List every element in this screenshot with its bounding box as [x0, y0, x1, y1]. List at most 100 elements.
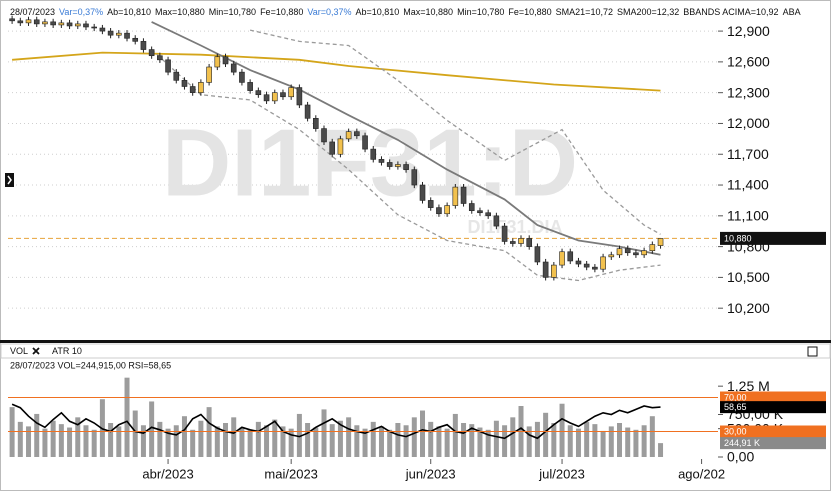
candle-body: [230, 63, 237, 73]
candle-body: [526, 238, 533, 247]
y-tick-label: 11,100: [727, 208, 769, 224]
candle-body: [9, 18, 15, 22]
volume-bar: [132, 410, 138, 457]
candle-body: [255, 90, 262, 96]
volume-bar: [510, 417, 516, 457]
level-label: 70,00: [724, 392, 747, 402]
close-icon[interactable]: [32, 347, 40, 355]
candle-body: [214, 56, 221, 68]
candle-body: [395, 164, 401, 167]
volume-bar: [493, 420, 499, 457]
info-item: SMA21=10,72: [556, 7, 613, 17]
volume-bar: [469, 424, 475, 457]
tab-atr[interactable]: ATR 10: [52, 346, 82, 356]
volume-bar: [658, 443, 664, 457]
last-price-box: [720, 231, 826, 245]
candle-body: [107, 30, 114, 36]
side-toggle[interactable]: [5, 173, 14, 187]
volume-bar: [247, 429, 253, 457]
level-label: 30,00: [724, 426, 747, 436]
volume-bar: [502, 425, 508, 457]
volume-bar: [411, 417, 417, 457]
volume-bar: [198, 420, 204, 457]
candle-body: [140, 41, 147, 50]
watermark-sub: DI1F31.DIA: [467, 217, 562, 237]
info-item: Var=0,37%: [307, 7, 351, 17]
volume-info: 28/07/2023 VOL=244,915,00 RSI=58,65: [10, 360, 171, 370]
volume-bar: [255, 421, 261, 457]
x-tick-label: abr/2023: [142, 466, 193, 481]
candle-body: [624, 248, 631, 254]
candle-body: [608, 254, 615, 258]
overlay-line: [151, 21, 661, 256]
volume-bar: [436, 426, 442, 457]
candle-body: [477, 210, 483, 214]
candle-body: [551, 264, 557, 278]
last-price-label: 10,880: [724, 233, 752, 243]
candle-body: [411, 169, 418, 186]
info-item: Max=10,880: [403, 7, 453, 17]
volume-bar: [346, 417, 352, 457]
y-tick-label: 11,400: [727, 177, 769, 193]
info-item: BBANDS ACIMA=10,92: [683, 7, 778, 17]
volume-bar: [461, 423, 467, 457]
candle-body: [345, 131, 352, 140]
volume-bar: [649, 416, 655, 457]
candle-body: [370, 148, 377, 160]
maximize-icon[interactable]: [807, 346, 818, 357]
volume-bar: [149, 401, 155, 457]
volume-bar: [444, 428, 450, 457]
volume-bar: [592, 424, 598, 457]
volume-bar: [206, 407, 212, 457]
last-box: [720, 401, 826, 414]
candle-body: [354, 131, 360, 137]
candle-body: [575, 260, 582, 265]
candle-body: [198, 82, 204, 93]
candle-body: [247, 82, 253, 91]
volume-bar: [641, 425, 647, 457]
volume-bar: [214, 426, 220, 457]
info-item: Min=10,780: [209, 7, 256, 17]
volume-bar: [477, 427, 483, 457]
info-item: Ab=10,810: [107, 7, 151, 17]
volume-bar: [264, 425, 270, 457]
candle-body: [559, 251, 565, 266]
volume-bar: [42, 428, 48, 457]
price-info: 28/07/2023 Var=0,37% Ab=10,810 Max=10,880 Mi…: [10, 7, 801, 17]
candle-body: [263, 94, 270, 102]
info-item: ABA: [783, 7, 801, 17]
volume-bar: [575, 428, 581, 457]
candle-body: [83, 23, 89, 28]
candle-body: [173, 71, 180, 81]
candle-body: [403, 164, 409, 170]
volume-bar: [329, 424, 335, 457]
volume-bar: [223, 423, 229, 457]
tab-vol[interactable]: VOL: [10, 346, 28, 356]
volume-bar: [296, 413, 302, 457]
rsi-line: [11, 403, 661, 440]
x-tick-label: mai/2023: [264, 466, 317, 481]
volume-bar: [625, 427, 631, 457]
volume-bar: [370, 421, 376, 457]
candle-body: [444, 205, 450, 215]
volume-bar: [617, 423, 623, 457]
y-tick-label: 12,000: [727, 115, 770, 131]
candle-body: [534, 246, 541, 263]
candle-body: [124, 32, 130, 39]
volume-bar: [600, 430, 606, 457]
candle-body: [157, 55, 163, 61]
candle-body: [337, 138, 344, 155]
volume-bar: [288, 428, 294, 457]
candle-body: [280, 92, 286, 98]
volume-bar: [551, 423, 557, 457]
volume-bar: [75, 417, 81, 457]
volume-bar: [420, 410, 426, 457]
candle-body: [493, 215, 500, 227]
volume-bar: [272, 419, 278, 457]
info-item: Min=10,780: [457, 7, 504, 17]
volume-bar: [313, 427, 319, 457]
candle-body: [148, 49, 155, 57]
